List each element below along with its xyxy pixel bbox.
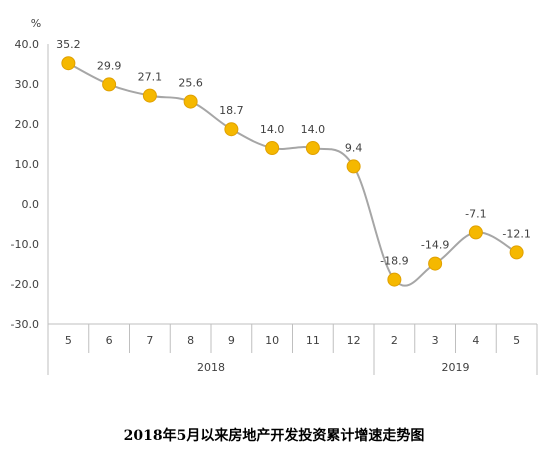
data-label: 18.7 (219, 104, 244, 117)
y-tick-label: -10.0 (11, 238, 39, 251)
data-point (428, 256, 443, 271)
year-label: 2018 (197, 361, 225, 374)
x-tick-label: 12 (347, 334, 361, 347)
data-point (265, 141, 280, 155)
y-tick-label: 10.0 (15, 158, 40, 171)
y-tick-label: 40.0 (15, 38, 40, 51)
data-label: 9.4 (345, 141, 363, 154)
x-tick-label: 7 (146, 334, 153, 347)
y-axis: 40.0 30.0 20.0 10.0 0.0 -10.0 -20.0 -30.0 (11, 38, 39, 331)
data-label: -7.1 (465, 207, 486, 220)
chart-title: 2018年5月以来房地产开发投资累计增速走势图 (123, 428, 425, 444)
data-point (509, 245, 524, 260)
data-labels: 35.2 29.9 27.1 25.6 18.7 14.0 14.0 9.4 -18.9 -14.… (56, 38, 531, 267)
data-label: 35.2 (56, 38, 81, 51)
data-point (346, 159, 361, 174)
data-point (305, 141, 320, 155)
data-label: 29.9 (97, 59, 122, 72)
y-tick-label: -20.0 (11, 278, 39, 291)
unit-label: % (31, 17, 41, 30)
x-tick-label: 3 (432, 334, 439, 347)
data-point (468, 225, 483, 240)
x-tick-label: 6 (106, 334, 113, 347)
data-label: -14.9 (421, 239, 449, 252)
data-label: 27.1 (138, 71, 163, 84)
y-tick-label: 0.0 (22, 198, 40, 211)
x-tick-label: 2 (391, 334, 398, 347)
year-labels: 2018 2019 (197, 361, 470, 374)
y-tick-label: -30.0 (11, 318, 39, 331)
data-point (224, 122, 239, 137)
x-axis: 5 6 7 8 9 10 11 12 2 3 4 5 (65, 334, 520, 347)
data-point (61, 56, 76, 71)
x-tick-label: 8 (187, 334, 194, 347)
x-tick-label: 10 (265, 334, 279, 347)
x-tick-label: 9 (228, 334, 235, 347)
data-point (102, 77, 117, 92)
x-tick-label: 11 (306, 334, 320, 347)
data-label: -12.1 (502, 227, 530, 240)
x-tick-label: 5 (65, 334, 72, 347)
y-tick-label: 30.0 (15, 78, 40, 91)
x-tick-label: 4 (472, 334, 479, 347)
data-point (183, 94, 198, 109)
data-label: 14.0 (301, 123, 326, 136)
series-line (67, 62, 518, 287)
data-point (387, 272, 402, 287)
data-label: 14.0 (260, 123, 285, 136)
data-points (61, 56, 524, 287)
chart: % 40.0 30.0 20.0 10.0 0.0 -10.0 -20.0 -30.0 35.… (11, 17, 538, 375)
year-label: 2019 (442, 361, 470, 374)
data-label: -18.9 (380, 255, 408, 268)
y-tick-label: 20.0 (15, 118, 40, 131)
data-label: 25.6 (178, 77, 203, 90)
x-tick-label: 5 (513, 334, 520, 347)
axes (47, 44, 538, 375)
data-point (142, 88, 157, 103)
